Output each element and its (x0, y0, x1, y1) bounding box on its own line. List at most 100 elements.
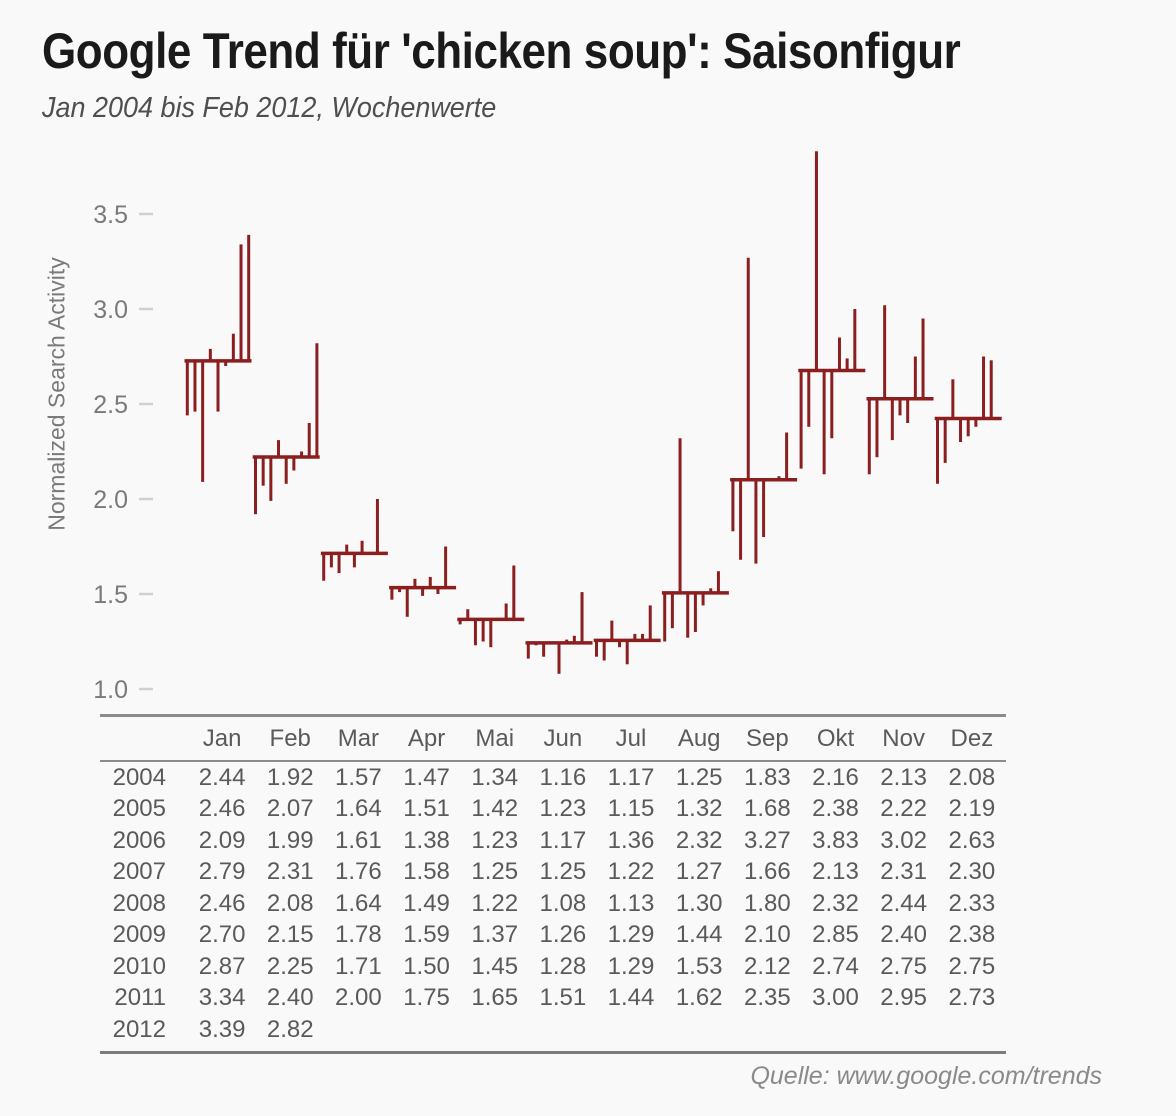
table-cell: 1.29 (607, 952, 655, 980)
table-cell: 1.13 (607, 889, 655, 917)
year-label: 2005 (112, 795, 166, 823)
table-cell: 1.08 (539, 889, 587, 917)
table-header: Jan Feb Mar Apr Mai Jun Jul Aug Sep Okt Nov Dez (100, 715, 1006, 762)
year-label: 2012 (112, 1015, 166, 1043)
y-tick-label: 2.0 (93, 486, 128, 514)
column-header: Mai (460, 715, 529, 762)
table-row: 2004 2.44 1.92 1.57 1.47 1.34 1.16 1.17 1.25 1.83… (100, 761, 1006, 794)
table-cell: 1.45 (471, 952, 519, 980)
table-cell: 2.10 (743, 921, 791, 949)
table-cell: 2.19 (948, 795, 996, 823)
table-cell: 1.51 (403, 795, 450, 823)
year-label: 2011 (114, 984, 166, 1012)
table-cell: 3.27 (743, 826, 791, 854)
table-cell: 1.22 (607, 858, 655, 886)
table-cell: 3.00 (812, 984, 859, 1012)
table-cell: 1.22 (471, 889, 519, 917)
table-cell: 2.85 (812, 921, 859, 949)
table-row: 2008 2.46 2.08 1.64 1.49 1.22 1.08 1.13 1.30 1.80… (100, 888, 1006, 920)
table-cell: 1.59 (403, 921, 450, 949)
table-cell (324, 1014, 392, 1046)
table-cell: 1.49 (403, 889, 450, 917)
table-cell: 1.37 (471, 921, 519, 949)
table-cell: 2.09 (198, 826, 246, 854)
table-cell: 1.64 (335, 889, 382, 917)
page-subtitle: Jan 2004 bis Feb 2012, Wochenwerte (42, 92, 497, 124)
table-cell: 1.16 (539, 763, 587, 791)
table-cell (870, 1014, 938, 1046)
column-header: Mar (324, 715, 393, 762)
table-cell: 1.66 (743, 858, 791, 886)
table-cell: 1.75 (403, 984, 450, 1012)
column-header: Dez (937, 715, 1006, 762)
table-cell: 1.62 (675, 984, 723, 1012)
table-row: 2012 3.39 2.82 (100, 1014, 1006, 1046)
table-cell: 1.50 (403, 952, 450, 980)
table-cell: 2.44 (880, 889, 927, 917)
table-cell: 1.28 (539, 952, 587, 980)
table-cell: 1.32 (675, 795, 723, 823)
table-cell: 2.46 (198, 795, 246, 823)
table-cell: 2.00 (335, 984, 382, 1012)
column-header: Okt (801, 715, 870, 762)
table-cell: 2.40 (266, 984, 314, 1012)
table-cell (801, 1014, 869, 1046)
y-tick-label: 2.5 (93, 391, 128, 419)
page-title: Google Trend für 'chicken soup': Saisonf… (42, 23, 961, 79)
table-cell: 1.15 (607, 795, 655, 823)
table-corner (100, 715, 188, 762)
table-cell: 2.95 (880, 984, 927, 1012)
year-label: 2010 (112, 952, 166, 980)
table-cell (938, 1014, 1006, 1046)
table-cell: 1.61 (335, 826, 382, 854)
table-cell: 1.25 (471, 858, 519, 886)
table-cell: 1.65 (471, 984, 519, 1012)
table-cell: 2.25 (266, 952, 314, 980)
table-header-row: Jan Feb Mar Apr Mai Jun Jul Aug Sep Okt Nov Dez (100, 715, 1006, 762)
y-tick-label: 3.5 (93, 201, 128, 229)
table-cell: 2.46 (198, 889, 246, 917)
table-cell: 2.08 (266, 889, 314, 917)
table-cell: 1.23 (539, 795, 587, 823)
column-header: Feb (256, 715, 325, 762)
table-row: 2007 2.79 2.31 1.76 1.58 1.25 1.25 1.22 1.27 1.66… (100, 857, 1006, 889)
column-header: Nov (869, 715, 938, 762)
table-cell: 2.12 (743, 952, 791, 980)
table-cell: 2.87 (198, 952, 246, 980)
table-cell: 1.92 (266, 763, 314, 791)
table-cell: 1.44 (675, 921, 723, 949)
table-cell: 2.22 (880, 795, 927, 823)
source-note: Quelle: www.google.com/trends (750, 1062, 1102, 1090)
table-cell: 1.34 (471, 763, 519, 791)
table-cell: 1.36 (607, 826, 655, 854)
table-cell: 2.35 (743, 984, 791, 1012)
table-cell: 2.38 (812, 795, 859, 823)
year-label: 2008 (112, 889, 166, 917)
table-cell: 1.57 (335, 763, 382, 791)
table-cell: 2.30 (948, 858, 996, 886)
table-cell: 1.51 (539, 984, 587, 1012)
table-cell: 1.30 (675, 889, 723, 917)
column-header: Sep (733, 715, 802, 762)
table-cell (665, 1014, 733, 1046)
table-cell: 2.40 (880, 921, 927, 949)
year-label: 2007 (112, 858, 166, 886)
table-cell: 1.26 (539, 921, 587, 949)
table-cell: 3.02 (880, 826, 927, 854)
table-cell: 1.17 (607, 763, 655, 791)
table-cell: 1.99 (266, 826, 314, 854)
table-cell: 2.74 (812, 952, 859, 980)
year-label: 2009 (112, 921, 166, 949)
table-cell (529, 1014, 597, 1046)
column-header: Jul (596, 715, 666, 762)
table-cell: 2.38 (948, 921, 996, 949)
table-cell: 1.68 (743, 795, 791, 823)
table-cell: 2.70 (198, 921, 246, 949)
table-cell (392, 1014, 460, 1046)
table-cell: 2.15 (266, 921, 314, 949)
table-cell: 3.83 (812, 826, 859, 854)
table-cell: 1.42 (471, 795, 519, 823)
data-table: Jan Feb Mar Apr Mai Jun Jul Aug Sep Okt Nov Dez 200… (100, 714, 1006, 1046)
table-cell: 1.25 (675, 763, 723, 791)
